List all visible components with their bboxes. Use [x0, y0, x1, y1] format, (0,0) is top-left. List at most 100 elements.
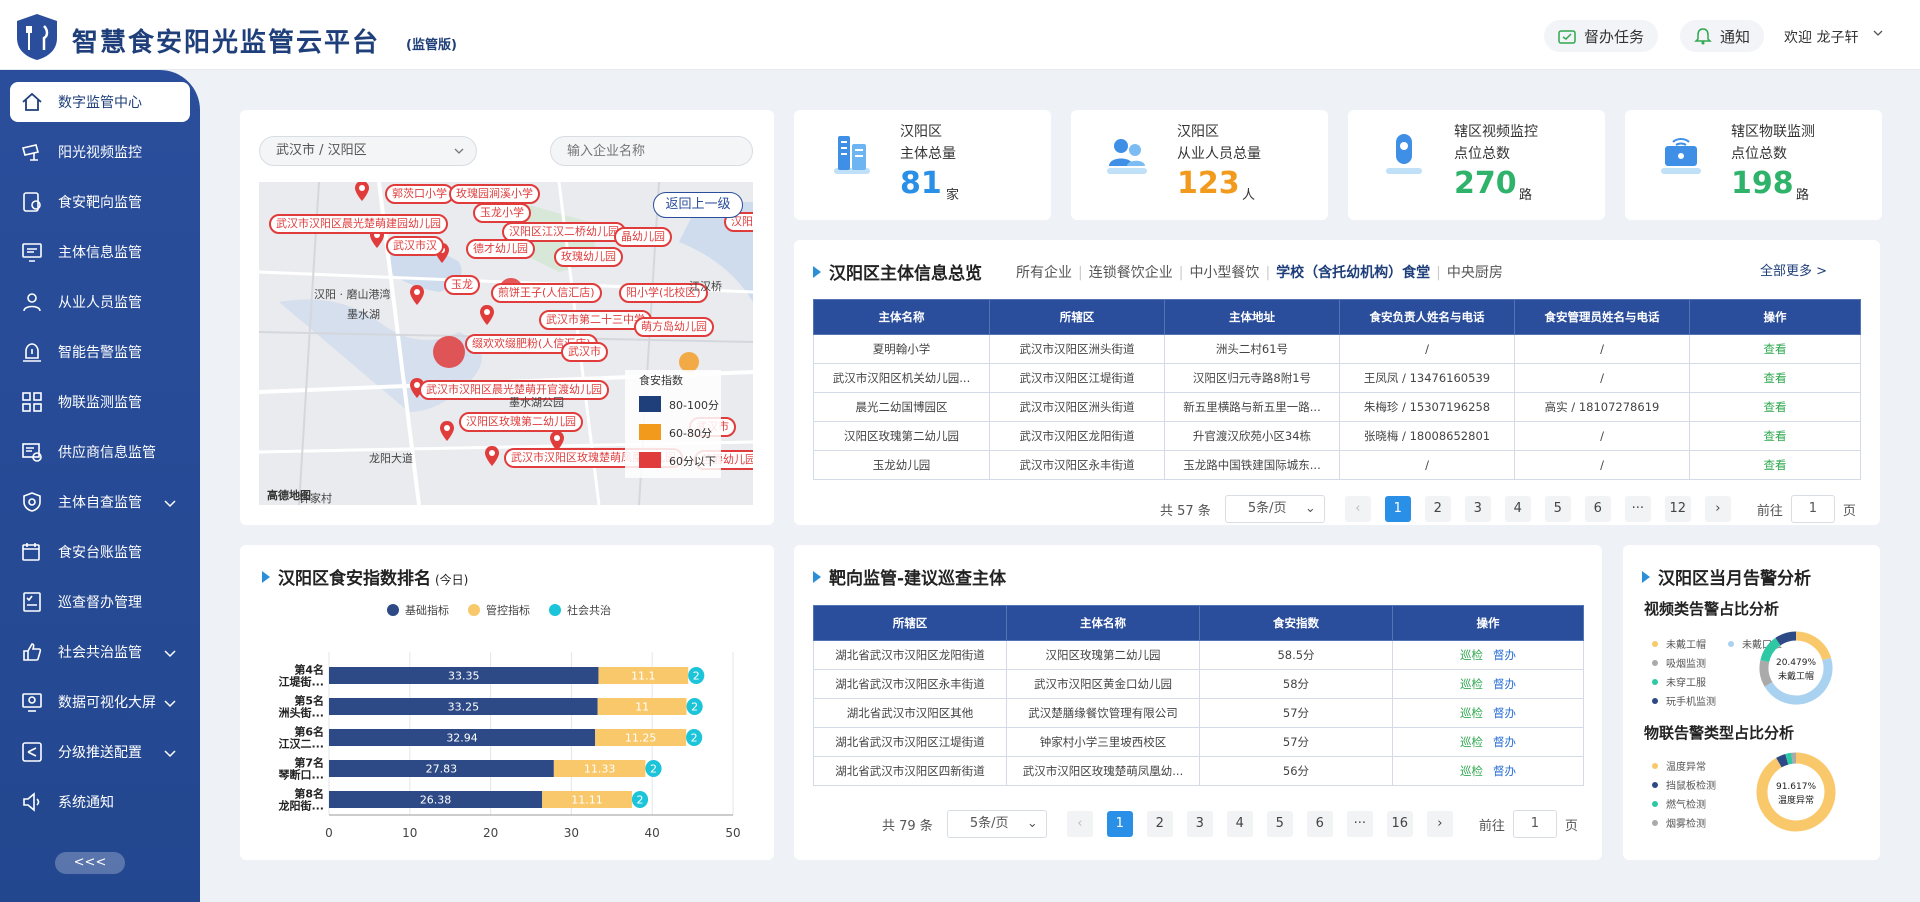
ranking-title: 汉阳区食安指数排名 (今日)	[262, 564, 468, 589]
map-entity-label[interactable]: 武汉市汉阳区晨光楚萌建园幼儿园	[269, 214, 448, 234]
chevron-down-icon	[164, 496, 176, 512]
page-button[interactable]: 16	[1386, 811, 1413, 837]
map-marker-pin-icon[interactable]	[354, 182, 370, 202]
prev-page-button[interactable]: ‹	[1344, 496, 1371, 522]
inspect-link[interactable]: 巡检	[1460, 677, 1483, 691]
supervise-link[interactable]: 督办	[1493, 706, 1516, 720]
supervise-link[interactable]: 督办	[1493, 764, 1516, 778]
sidebar-item-6[interactable]: 物联监测监管	[10, 382, 190, 422]
tab-1[interactable]: 连锁餐饮企业	[1088, 265, 1173, 281]
view-all-link[interactable]: 全部更多 >	[1760, 264, 1828, 279]
user-welcome[interactable]: 欢迎 龙子轩	[1784, 30, 1859, 46]
sidebar-collapse-button[interactable]: <<<	[55, 852, 125, 874]
goto-page-input[interactable]: 1	[1512, 810, 1557, 838]
supervise-link[interactable]: 督办	[1493, 735, 1516, 749]
page-button[interactable]: 1	[1384, 496, 1411, 522]
view-link[interactable]: 查看	[1763, 429, 1787, 443]
page-button[interactable]: 4	[1226, 811, 1253, 837]
map-entity-label[interactable]: 武汉市汉	[386, 236, 444, 256]
category-label: 洲头街...	[278, 706, 324, 720]
map-marker-pin-icon[interactable]	[479, 304, 495, 326]
map-entity-label[interactable]: 郭茨口小学	[385, 184, 454, 204]
goto-page-input[interactable]: 1	[1790, 495, 1835, 523]
next-page-button[interactable]: ›	[1426, 811, 1453, 837]
sidebar-item-7[interactable]: 供应商信息监管	[10, 432, 190, 472]
page-button[interactable]: ···	[1346, 811, 1373, 837]
chevron-down-icon	[164, 646, 176, 662]
page-button[interactable]: 6	[1306, 811, 1333, 837]
tab-0[interactable]: 所有企业	[1016, 265, 1072, 281]
sidebar-item-9[interactable]: 食安台账监管	[10, 532, 190, 572]
task-icon	[1558, 30, 1576, 44]
supervise-link[interactable]: 督办	[1493, 677, 1516, 691]
sidebar-item-0[interactable]: 数字监管中心	[10, 82, 190, 122]
map-entity-label[interactable]: 玫瑰园涧溪小学	[449, 184, 540, 204]
map-entity-label[interactable]: 武汉市第二十三中学	[539, 310, 652, 330]
map-entity-label[interactable]: 煎饼王子(人信汇店)	[491, 283, 602, 303]
sidebar-item-label: 主体自查监管	[58, 495, 142, 511]
page-size-select[interactable]: 5条/页 ⌄	[946, 810, 1047, 838]
sidebar-item-2[interactable]: 食安靶向监管	[10, 182, 190, 222]
map-entity-label[interactable]: 汉阳区江汉二桥幼儿园	[502, 222, 626, 242]
back-up-level-button[interactable]: 返回上一级	[653, 192, 743, 218]
map-entity-label[interactable]: 萌方岛幼儿园	[634, 317, 714, 337]
page-button[interactable]: 12	[1664, 496, 1691, 522]
supervise-link[interactable]: 督办	[1493, 648, 1516, 662]
screen-icon	[18, 688, 46, 716]
page-button[interactable]: ···	[1624, 496, 1651, 522]
tab-4[interactable]: 中央厨房	[1446, 265, 1503, 281]
table-cell-action: 巡检 督办	[1392, 698, 1584, 728]
sidebar-item-12[interactable]: 数据可视化大屏	[10, 682, 190, 722]
map-entity-label[interactable]: 玉龙	[444, 275, 480, 295]
enterprise-search-input[interactable]	[550, 136, 753, 166]
tab-2[interactable]: 中小型餐饮	[1189, 265, 1260, 281]
sidebar-item-14[interactable]: 系统通知	[10, 782, 190, 822]
map-entity-label[interactable]: 阳小学(北校区)	[619, 283, 708, 303]
page-button[interactable]: 4	[1504, 496, 1531, 522]
inspect-link[interactable]: 巡检	[1460, 648, 1483, 662]
map-entity-label[interactable]: 玫瑰幼儿园	[554, 247, 623, 267]
map-entity-label[interactable]: 汉阳区玫瑰第二幼儿园	[459, 412, 583, 432]
page-button[interactable]: 2	[1424, 496, 1451, 522]
map-marker-pin-icon[interactable]	[409, 284, 425, 306]
inspect-link[interactable]: 巡检	[1460, 735, 1483, 749]
sidebar-item-1[interactable]: 阳光视频监控	[10, 132, 190, 172]
prev-page-button[interactable]: ‹	[1066, 811, 1093, 837]
notification-button[interactable]: 通知	[1680, 20, 1765, 52]
page-size-select[interactable]: 5条/页 ⌄	[1224, 495, 1325, 523]
sidebar-item-4[interactable]: 从业人员监管	[10, 282, 190, 322]
inspect-link[interactable]: 巡检	[1460, 706, 1483, 720]
sidebar-item-10[interactable]: 巡查督办管理	[10, 582, 190, 622]
page-button[interactable]: 6	[1584, 496, 1611, 522]
map-entity-label[interactable]: 武汉市汉阳区晨光楚萌开官渡幼儿园	[419, 380, 609, 400]
view-link[interactable]: 查看	[1763, 342, 1787, 356]
map-marker-pin-icon[interactable]	[549, 430, 565, 452]
view-link[interactable]: 查看	[1763, 371, 1787, 385]
page-button[interactable]: 5	[1266, 811, 1293, 837]
tab-3[interactable]: 学校（含托幼机构）食堂	[1276, 265, 1431, 281]
supervise-task-button[interactable]: 督办任务	[1544, 20, 1659, 52]
page-button[interactable]: 2	[1146, 811, 1173, 837]
next-page-button[interactable]: ›	[1704, 496, 1731, 522]
inspect-link[interactable]: 巡检	[1460, 764, 1483, 778]
page-button[interactable]: 3	[1464, 496, 1491, 522]
sidebar-item-13[interactable]: 分级推送配置	[10, 732, 190, 772]
bar-value-label: 2	[650, 763, 657, 776]
map-entity-label[interactable]: 玉龙小学	[473, 203, 531, 223]
map-marker-pin-icon[interactable]	[484, 445, 500, 467]
chevron-down-icon[interactable]	[1873, 30, 1883, 38]
sidebar-item-8[interactable]: 主体自查监管	[10, 482, 190, 522]
map-entity-label[interactable]: 武汉市	[561, 342, 608, 362]
view-link[interactable]: 查看	[1763, 400, 1787, 414]
view-link[interactable]: 查看	[1763, 458, 1787, 472]
page-button[interactable]: 5	[1544, 496, 1571, 522]
map-entity-label[interactable]: 晶幼儿园	[614, 227, 672, 247]
sidebar-item-5[interactable]: 智能告警监管	[10, 332, 190, 372]
map-entity-label[interactable]: 德才幼儿园	[466, 239, 535, 259]
map-marker-pin-icon[interactable]	[439, 420, 455, 442]
region-select[interactable]: 武汉市 / 汉阳区	[259, 136, 477, 166]
page-button[interactable]: 1	[1106, 811, 1133, 837]
sidebar-item-11[interactable]: 社会共治监管	[10, 632, 190, 672]
page-button[interactable]: 3	[1186, 811, 1213, 837]
sidebar-item-3[interactable]: 主体信息监管	[10, 232, 190, 272]
